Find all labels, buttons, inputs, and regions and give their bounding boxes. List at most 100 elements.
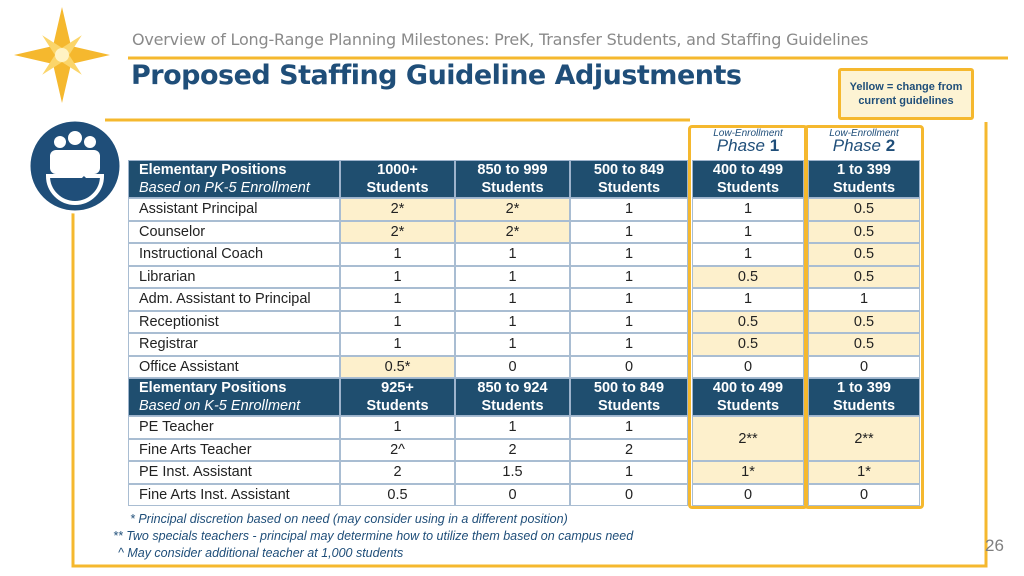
row-label: Instructional Coach — [128, 243, 340, 266]
row-label: Assistant Principal — [128, 198, 340, 221]
header-cell: 1 to 399 Students — [808, 378, 920, 416]
header-line: 850 to 999 — [477, 162, 548, 178]
cell: 1 — [570, 198, 688, 221]
row-label: Receptionist — [128, 310, 340, 333]
cell: 0.5 — [808, 220, 920, 243]
cell: 2** — [692, 416, 804, 461]
header-cell: 1000+ Students — [340, 160, 455, 198]
phase-label: Phase — [716, 136, 765, 155]
phase-number: 1 — [769, 136, 780, 155]
cell: 1 — [570, 310, 688, 333]
cell: 0.5 — [692, 265, 804, 288]
header-line: 400 to 499 — [712, 380, 784, 396]
cell: 1.5 — [455, 461, 570, 484]
cell: 1 — [340, 265, 455, 288]
header-line: 400 to 499 — [712, 162, 784, 178]
header-line: Students — [481, 180, 544, 196]
header-line: Students — [366, 398, 429, 414]
cell: 1 — [692, 243, 804, 266]
title: Proposed Staffing Guideline Adjustments — [131, 60, 742, 91]
cell: 0 — [570, 483, 688, 506]
cell: 1 — [570, 265, 688, 288]
header-cell: 400 to 499 Students — [692, 378, 804, 416]
cell: 0 — [570, 355, 688, 378]
cell: 1* — [692, 461, 804, 484]
cell: 0.5 — [808, 310, 920, 333]
phase-title: Phase 1 — [692, 136, 804, 156]
header-line: Students — [481, 398, 544, 414]
subtitle: Overview of Long-Range Planning Mileston… — [132, 30, 869, 49]
cell: 2 — [570, 438, 688, 461]
header-line: 925+ — [381, 380, 414, 396]
cell: 2** — [808, 416, 920, 461]
header-line: 1000+ — [377, 162, 418, 178]
cell: 0.5 — [808, 243, 920, 266]
header-line: 850 to 924 — [477, 380, 548, 396]
header-line: 1 to 399 — [837, 380, 891, 396]
cell: 1 — [455, 310, 570, 333]
cell: 1 — [455, 243, 570, 266]
header-line: 1 to 399 — [837, 162, 891, 178]
cell: 0.5 — [692, 333, 804, 356]
cell: 1 — [692, 220, 804, 243]
cell: 0 — [455, 355, 570, 378]
row-label: PE Inst. Assistant — [128, 461, 340, 484]
cell: 1 — [340, 288, 455, 311]
row-label: PE Teacher — [128, 416, 340, 439]
cell: 0 — [808, 483, 920, 506]
header-cell: 925+ Students — [340, 378, 455, 416]
cell: 1* — [808, 461, 920, 484]
cell: 0.5 — [808, 265, 920, 288]
row-label: Adm. Assistant to Principal — [128, 288, 340, 311]
phase-frame — [804, 125, 924, 509]
row-label: Fine Arts Inst. Assistant — [128, 483, 340, 506]
cell: 1 — [570, 461, 688, 484]
cell: 0.5 — [340, 483, 455, 506]
header-line: Students — [716, 180, 780, 196]
footnote: ^ May consider additional teacher at 1,0… — [118, 546, 404, 560]
cell: 1 — [692, 288, 804, 311]
phase-frame — [688, 125, 808, 509]
header-cell: 500 to 849 Students — [570, 378, 688, 416]
cell: 0 — [692, 355, 804, 378]
cell: 1 — [570, 416, 688, 439]
phase-label: Phase — [832, 136, 881, 155]
cell: 2* — [340, 198, 455, 221]
cell: 0 — [808, 355, 920, 378]
legend-note: Yellow = change from current guidelines — [838, 68, 974, 120]
header-line: Students — [716, 398, 780, 414]
cell: 0 — [692, 483, 804, 506]
header-line: Students — [832, 180, 896, 196]
phase-number: 2 — [885, 136, 896, 155]
row-label: Fine Arts Teacher — [128, 438, 340, 461]
row-label: Counselor — [128, 220, 340, 243]
cell: 1 — [455, 416, 570, 439]
cell: 1 — [455, 265, 570, 288]
header-line: Students — [597, 398, 661, 414]
cell: 1 — [340, 243, 455, 266]
header-line: Based on K-5 Enrollment — [139, 398, 301, 414]
row-label: Office Assistant — [128, 355, 340, 378]
cell: 0.5* — [340, 355, 455, 378]
cell: 1 — [570, 288, 688, 311]
cell: 1 — [570, 333, 688, 356]
footnote: * Principal discretion based on need (ma… — [130, 512, 568, 526]
cell: 0.5 — [808, 333, 920, 356]
header-cell: Elementary Positions Based on K-5 Enrollm… — [128, 378, 340, 416]
header-cell: 850 to 999 Students — [455, 160, 570, 198]
header-cell: 400 to 499 Students — [692, 160, 804, 198]
header-cell: 1 to 399 Students — [808, 160, 920, 198]
header-line: Students — [832, 398, 896, 414]
cell: 0.5 — [692, 310, 804, 333]
cell: 1 — [570, 220, 688, 243]
cell: 2* — [455, 220, 570, 243]
cell: 2* — [340, 220, 455, 243]
cell: 1 — [455, 288, 570, 311]
row-label: Registrar — [128, 333, 340, 356]
header-line: 500 to 849 — [593, 162, 665, 178]
header-cell: Elementary Positions Based on PK-5 Enroll… — [128, 160, 340, 198]
phase-title: Phase 2 — [808, 136, 920, 156]
header-line: Based on PK-5 Enrollment — [139, 180, 310, 196]
